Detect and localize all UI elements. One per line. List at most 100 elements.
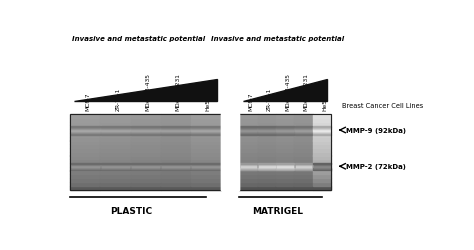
Bar <box>70 122 100 126</box>
Bar <box>294 144 313 148</box>
Bar <box>100 160 130 164</box>
Bar <box>130 167 161 171</box>
Bar <box>313 141 331 145</box>
Bar <box>191 174 221 178</box>
Bar <box>240 126 257 128</box>
Bar <box>258 131 275 132</box>
Bar <box>239 118 258 122</box>
Bar <box>258 167 275 168</box>
Bar <box>258 144 276 148</box>
Bar <box>70 118 100 122</box>
Bar <box>276 131 294 132</box>
Bar <box>239 133 258 137</box>
Bar <box>131 169 160 170</box>
Bar <box>131 131 160 132</box>
Bar <box>161 156 191 160</box>
Bar <box>161 167 191 168</box>
Bar <box>240 167 257 168</box>
Bar <box>239 141 258 145</box>
Bar <box>313 171 331 175</box>
Bar <box>161 141 191 145</box>
Text: Breast Cancer Cell Lines: Breast Cancer Cell Lines <box>342 103 423 109</box>
Bar <box>101 170 130 171</box>
Bar <box>70 152 100 156</box>
Text: MMP-2 (72kDa): MMP-2 (72kDa) <box>346 164 406 170</box>
Bar <box>161 131 191 132</box>
Bar <box>294 141 313 145</box>
Bar <box>161 133 191 134</box>
Bar <box>239 137 258 141</box>
Bar <box>295 169 312 170</box>
Bar <box>294 114 313 118</box>
Bar <box>313 168 331 169</box>
Bar <box>313 166 331 167</box>
Bar <box>313 156 331 160</box>
Bar <box>71 168 100 169</box>
Text: MCF-7: MCF-7 <box>248 92 254 111</box>
Bar <box>258 163 275 164</box>
Bar <box>130 178 161 182</box>
Bar <box>130 137 161 141</box>
Bar <box>295 164 312 165</box>
Bar <box>313 178 331 182</box>
Bar <box>191 186 221 190</box>
Text: MDA-MB-231: MDA-MB-231 <box>176 73 181 111</box>
Bar <box>294 186 313 190</box>
Bar <box>295 129 312 130</box>
Bar <box>161 122 191 126</box>
Bar <box>313 170 331 171</box>
Bar <box>258 160 276 164</box>
Bar <box>276 126 294 128</box>
Bar <box>313 167 331 171</box>
Bar <box>191 163 220 164</box>
Bar <box>131 166 160 167</box>
Bar <box>131 130 160 131</box>
Bar <box>276 178 294 182</box>
Bar <box>70 141 100 145</box>
Bar <box>258 156 276 160</box>
Bar <box>191 122 221 126</box>
Bar <box>131 167 160 168</box>
Bar <box>161 126 191 130</box>
Bar <box>313 131 331 132</box>
Bar <box>239 182 258 186</box>
Bar <box>313 165 331 166</box>
Bar <box>239 114 258 118</box>
Bar <box>313 144 331 148</box>
Bar <box>100 182 130 186</box>
Bar <box>191 118 221 122</box>
Bar <box>161 171 191 175</box>
Bar <box>276 152 294 156</box>
Bar <box>101 167 130 168</box>
Bar <box>100 126 130 130</box>
Bar <box>100 178 130 182</box>
Bar <box>313 126 331 128</box>
Bar <box>295 131 312 132</box>
Bar <box>276 163 294 164</box>
Bar <box>276 133 294 134</box>
Bar <box>161 182 191 186</box>
Bar <box>313 160 331 164</box>
Bar <box>258 148 276 152</box>
Bar <box>161 160 191 164</box>
Bar <box>295 126 312 128</box>
Bar <box>276 186 294 190</box>
Bar <box>313 186 331 190</box>
Bar <box>276 169 294 170</box>
Bar <box>313 118 331 122</box>
Text: PLASTIC: PLASTIC <box>110 206 152 216</box>
Bar <box>191 126 220 128</box>
Bar <box>101 168 130 169</box>
Bar <box>71 164 100 165</box>
Bar <box>240 166 257 167</box>
Polygon shape <box>74 80 217 101</box>
Bar <box>70 171 100 175</box>
Bar <box>100 186 130 190</box>
Bar <box>101 131 130 132</box>
Bar <box>276 114 294 118</box>
Bar <box>276 163 294 167</box>
Bar <box>161 133 191 137</box>
Bar <box>131 165 160 166</box>
Bar <box>70 174 100 178</box>
Bar <box>130 186 161 190</box>
